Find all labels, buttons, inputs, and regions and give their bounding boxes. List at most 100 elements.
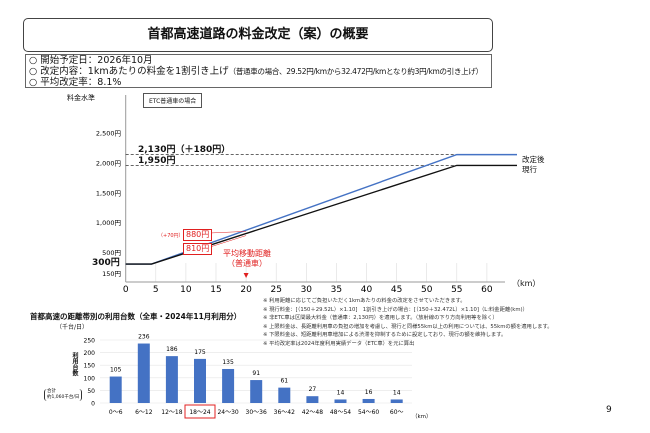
- bar-category-label: 54～60: [358, 409, 379, 416]
- x-tick-label: 25: [270, 285, 281, 295]
- bar-y-tick: 100: [84, 375, 96, 382]
- bar-category-label: 60～: [390, 409, 404, 416]
- legend-new: 改定後: [522, 155, 545, 164]
- max-new-label: 2,130円（＋180円）: [138, 145, 231, 155]
- bar-value-label: 135: [222, 359, 234, 366]
- highlight-box: [184, 404, 216, 419]
- y-tick-label: 1,000円: [96, 219, 121, 227]
- summary-box: ○ 開始予定日：2026年10月 ○ 改定内容：1kmあたりの料金を1割引き上げ…: [25, 54, 492, 88]
- y-axis-label: 料金水準: [67, 94, 95, 102]
- revision-main: ○ 改定内容：1kmあたりの料金を1割引き上げ: [29, 66, 229, 77]
- legend-current: 現行: [522, 165, 537, 174]
- x-tick-label: 30: [301, 285, 313, 295]
- bar-category-label: 18～24: [189, 409, 210, 416]
- x-tick-label: 45: [391, 285, 402, 295]
- current-at-20-label: 810円: [183, 243, 213, 255]
- bar-value-label: 91: [252, 370, 260, 377]
- total-value: 約1,060千台/日: [47, 395, 80, 400]
- bar-value-label: 236: [138, 334, 150, 341]
- avg-distance-text: 平均移動距離: [223, 249, 271, 258]
- x-tick-label: 40: [361, 285, 373, 295]
- bar: [306, 396, 319, 403]
- y-tick-label: 500円: [102, 249, 121, 257]
- bar-y-tick: 50: [87, 388, 95, 395]
- bar-y-label: 利用台数: [71, 352, 78, 376]
- x-tick-label: 20: [240, 285, 252, 295]
- max-current-label: 1,950円: [138, 156, 176, 166]
- bar: [165, 356, 178, 403]
- bar-x-unit: （km）: [412, 414, 432, 420]
- notes: ※ 利用距離に応じてご負担いただく1kmあたりの料金の改定をさせていただきます。…: [263, 297, 553, 349]
- new-at-20-label: 880円: [183, 229, 213, 241]
- bar-value-label: 14: [337, 389, 345, 396]
- bar-category-label: 48～54: [330, 409, 351, 416]
- bar: [250, 380, 263, 403]
- bar: [362, 398, 375, 403]
- total-box: 合計 約1,060千台/日: [44, 389, 83, 401]
- bar: [334, 399, 347, 403]
- min-label: 300円: [92, 258, 120, 268]
- average-rate: ○ 平均改定率：8.1%: [29, 77, 122, 88]
- bar: [109, 376, 122, 403]
- note: ※ 現行料金：[（150＋29.52L）×1.10] 1割引き上げの場合：[（1…: [263, 306, 528, 313]
- page-title: 首都高速道路の料金改定（案）の概要: [23, 18, 493, 52]
- red-arrow-icon: [243, 273, 249, 278]
- bar-value-label: 27: [309, 386, 317, 393]
- x-axis-unit: （km）: [512, 279, 541, 288]
- bar-y-tick: 200: [84, 350, 96, 357]
- bar-category-label: 12～18: [161, 409, 182, 416]
- leader-line: [209, 235, 247, 248]
- x-tick-label: 60: [481, 285, 493, 295]
- bar-category-label: 0～6: [109, 409, 123, 416]
- start-date: ○ 開始予定日：2026年10月: [29, 55, 153, 66]
- bar-y-tick: 0: [91, 401, 95, 408]
- page-number: 9: [606, 405, 612, 415]
- bar: [390, 399, 403, 403]
- x-tick-label: 0: [123, 285, 129, 295]
- bar-value-label: 105: [110, 367, 122, 374]
- bar-category-label: 6～12: [135, 409, 153, 416]
- avg-distance-label: 平均移動距離 （普通車）: [220, 249, 274, 268]
- avg-distance-sub: （普通車）: [227, 258, 267, 268]
- y-tick-label: 150円: [102, 270, 121, 278]
- revision-content: ○ 改定内容：1kmあたりの料金を1割引き上げ（普通車の場合、29.52円/km…: [29, 66, 488, 77]
- bar-y-tick: 250: [84, 338, 96, 345]
- bar-category-label: 42～48: [302, 409, 323, 416]
- bar: [222, 368, 235, 403]
- note: ※ 上限料金は、長距離利用車の負担の増加を考慮し、現行と同様55km以上の利用に…: [263, 323, 553, 330]
- bar: [137, 343, 150, 403]
- x-tick-label: 55: [451, 285, 462, 295]
- x-tick-label: 35: [331, 285, 342, 295]
- diff-label: （+70円）: [158, 233, 184, 239]
- bar-category-label: 30～36: [246, 409, 267, 416]
- leader-line: [209, 231, 247, 234]
- y-tick-label: 2,500円: [96, 130, 121, 138]
- series-line-現行: [125, 164, 517, 265]
- bar-category-label: 24～30: [217, 409, 238, 416]
- bar-chart-title: 首都高速の距離帯別の利用台数（全車・2024年11月利用分）: [30, 312, 242, 321]
- bar-value-label: 175: [194, 349, 206, 356]
- revision-note: （普通車の場合、29.52円/kmから32.472円/kmとなり約3円/kmの引…: [228, 67, 483, 76]
- x-tick-label: 5: [153, 285, 159, 295]
- bar: [194, 358, 206, 403]
- bar-value-label: 61: [280, 378, 288, 385]
- x-tick-label: 10: [180, 285, 192, 295]
- y-tick-label: 1,500円: [96, 189, 121, 197]
- bar-value-label: 186: [166, 346, 178, 353]
- etc-note-box: ETC普通車の場合: [143, 93, 203, 108]
- note: ※ 利用距離に応じてご負担いただく1kmあたりの料金の改定をさせていただきます。: [263, 298, 466, 304]
- x-tick-label: 15: [210, 285, 221, 295]
- bar-category-label: 36～42: [274, 409, 295, 416]
- bar-value-label: 14: [393, 389, 401, 396]
- bar-y-unit: （千台/日）: [56, 324, 89, 331]
- x-tick-label: 50: [421, 285, 433, 295]
- bar: [278, 387, 291, 403]
- bar-value-label: 16: [365, 389, 373, 396]
- note: ※ 下限料金は、短距離利用車増加による渋滞を抑制するために設定しており、現行の額…: [263, 332, 507, 339]
- note: ※ 平均改定率は2024年度利用実績データ（ETC車）を元に算出: [263, 340, 415, 347]
- note: ※ 非ETC車は区間最大料金（普通車：2,130円）を適用します。（放射線の下り…: [263, 315, 498, 322]
- total-label: 合計: [47, 389, 56, 394]
- bar-y-tick: 150: [84, 363, 96, 370]
- y-tick-label: 2,000円: [96, 159, 121, 167]
